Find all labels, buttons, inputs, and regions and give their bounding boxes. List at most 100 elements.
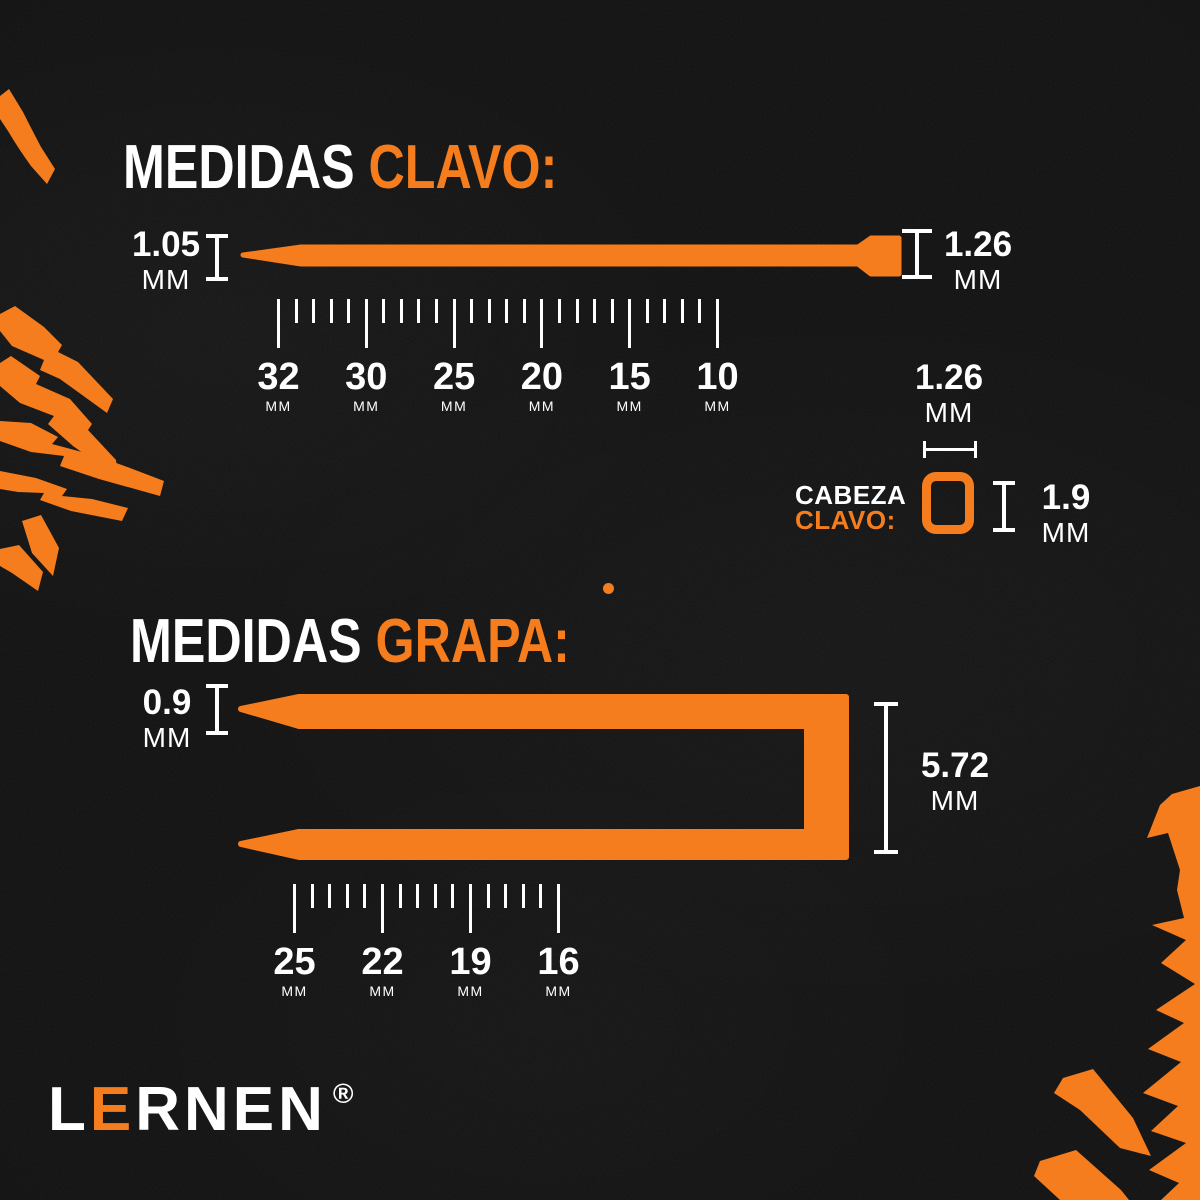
ruler-tick <box>451 884 455 908</box>
title-clavo-accent: CLAVO: <box>368 132 558 202</box>
title-clavo-white: MEDIDAS <box>123 132 355 202</box>
ruler-tick <box>328 884 332 908</box>
measure-bracket-clavo-left <box>206 234 228 281</box>
measure-bracket-cabeza-width <box>923 441 977 458</box>
paint-splatter-left <box>0 306 164 591</box>
ruler-label-value: 19 <box>449 941 492 983</box>
ruler-tick <box>628 299 632 348</box>
clavo-shank-unit: MM <box>141 264 191 295</box>
measure-bracket-cabeza-height <box>993 481 1015 532</box>
nail-head-graphic <box>922 472 974 534</box>
ruler-label-unit: MM <box>528 398 556 414</box>
section-title-clavo: MEDIDAS CLAVO: <box>123 136 557 199</box>
ruler-label: 10 MM <box>696 358 738 413</box>
grapa-crown-unit: MM <box>930 785 980 816</box>
cabeza-height-value: 1.9 <box>1041 478 1091 517</box>
ruler-tick <box>416 884 420 908</box>
ruler-label-value: 10 <box>696 356 739 398</box>
ruler-tick <box>293 884 296 933</box>
ruler-tick <box>277 299 280 348</box>
logo-suffix: RNEN <box>135 1075 327 1144</box>
ruler-label-unit: MM <box>281 983 308 999</box>
ruler-tick <box>347 299 351 323</box>
measure-bracket-grapa-wire <box>206 684 228 735</box>
logo-accent-letter: E <box>89 1075 136 1144</box>
grapa-length-ruler: 25 MM 22 MM 19 MM 16 MM <box>273 884 580 998</box>
clavo-head-value: 1.26 <box>943 225 1013 264</box>
ruler-tick <box>680 299 684 323</box>
cabeza-label-white: CABEZA <box>795 480 907 510</box>
ruler-tick <box>364 299 368 348</box>
ruler-tick <box>663 299 667 323</box>
grapa-crown-measure: 5.72 MM <box>921 748 989 815</box>
ruler-label-unit: MM <box>353 398 380 414</box>
ruler-label-unit: MM <box>265 398 292 414</box>
ruler-label: 15 MM <box>609 358 651 413</box>
ruler-tick <box>716 299 719 348</box>
ruler-tick <box>521 884 525 908</box>
title-grapa-white: MEDIDAS <box>130 606 362 676</box>
clavo-head-unit: MM <box>953 264 1003 295</box>
ruler-tick <box>698 299 702 323</box>
grapa-crown-value: 5.72 <box>920 746 990 785</box>
section-title-grapa: MEDIDAS GRAPA: <box>130 610 570 673</box>
ruler-label: 20 MM <box>521 358 563 413</box>
ruler-tick <box>557 299 561 323</box>
ruler-tick <box>504 884 508 908</box>
clavo-head-measure: 1.26 MM <box>944 227 1012 294</box>
title-grapa-accent: GRAPA: <box>375 606 570 676</box>
ruler-label-value: 15 <box>608 356 651 398</box>
ruler-tick <box>399 299 403 323</box>
grapa-wire-unit: MM <box>142 722 192 753</box>
ruler-label-value: 25 <box>432 356 476 398</box>
ruler-tick <box>398 884 402 908</box>
ruler-label: 16 MM <box>537 943 579 998</box>
clavo-shank-value: 1.05 <box>131 225 201 264</box>
paint-splatter-bottom-right <box>1034 786 1200 1200</box>
ruler-tick <box>382 299 386 323</box>
clavo-shank-measure: 1.05 MM <box>132 227 200 294</box>
ruler-tick <box>610 299 614 323</box>
ruler-tick <box>312 299 316 323</box>
ruler-tick <box>310 884 314 908</box>
ruler-tick <box>505 299 509 323</box>
cabeza-height-measure: 1.9 MM <box>1042 480 1091 547</box>
ruler-tick <box>381 884 384 933</box>
ruler-tick <box>345 884 349 908</box>
ruler-label: 22 MM <box>361 943 403 998</box>
measure-bracket-grapa-crown <box>874 702 898 854</box>
brand-logo: LERNEN ® <box>48 1079 354 1141</box>
ruler-tick <box>329 299 333 323</box>
ruler-label: 32 MM <box>257 358 299 413</box>
ruler-label-unit: MM <box>369 983 396 999</box>
ruler-tick <box>593 299 597 323</box>
ruler-label-unit: MM <box>616 398 643 414</box>
ruler-tick <box>294 299 298 323</box>
cabeza-clavo-label: CABEZA CLAVO: <box>795 480 907 533</box>
logo-prefix: L <box>48 1075 90 1144</box>
ruler-label-unit: MM <box>704 398 731 414</box>
ruler-tick <box>557 884 560 933</box>
ruler-label-value: 16 <box>537 941 580 983</box>
ruler-label: 30 MM <box>345 358 387 413</box>
paint-splatter-top-left <box>0 89 55 184</box>
ruler-tick <box>470 299 474 323</box>
ruler-label: 25 MM <box>273 943 315 998</box>
grapa-wire-value: 0.9 <box>142 683 192 722</box>
cabeza-height-unit: MM <box>1041 517 1091 548</box>
ruler-tick <box>452 299 456 348</box>
clavo-length-ruler: 32 MM 30 MM 25 MM 20 MM 15 MM 10 MM <box>257 299 739 413</box>
ruler-tick <box>645 299 649 323</box>
ruler-label-value: 25 <box>273 941 316 983</box>
cabeza-width-unit: MM <box>924 397 974 428</box>
ruler-tick <box>417 299 421 323</box>
ruler-tick <box>433 884 437 908</box>
registered-trademark-icon: ® <box>332 1078 354 1109</box>
measure-bracket-clavo-right <box>902 229 932 279</box>
ruler-tick <box>435 299 439 323</box>
ruler-label-value: 32 <box>257 356 300 398</box>
ruler-tick <box>363 884 367 908</box>
ruler-label-value: 22 <box>361 941 404 983</box>
staple-graphic <box>238 694 849 860</box>
